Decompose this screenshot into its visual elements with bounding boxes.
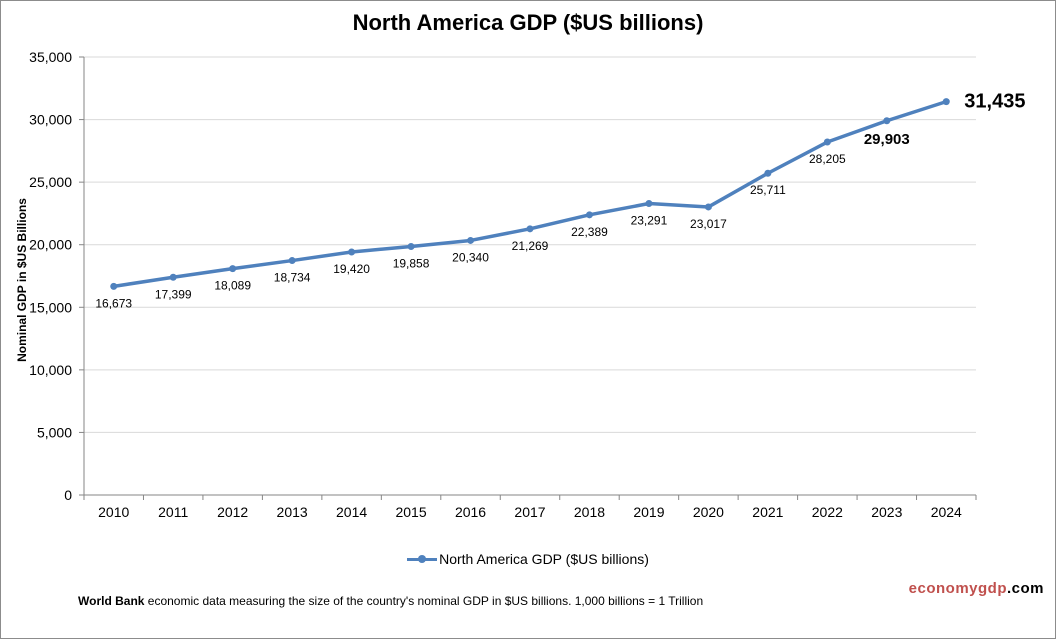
x-tick-label: 2013 (277, 504, 308, 520)
data-label: 28,205 (809, 152, 846, 166)
y-tick-label: 35,000 (29, 49, 72, 65)
x-tick-label: 2015 (395, 504, 426, 520)
y-tick-label: 30,000 (29, 112, 72, 128)
data-label: 23,291 (631, 214, 668, 228)
data-label-previous: 29,903 (864, 131, 910, 148)
footer-text: economic data measuring the size of the … (144, 594, 704, 608)
x-tick-label: 2022 (812, 504, 843, 520)
x-tick-label: 2019 (633, 504, 664, 520)
data-point (883, 117, 891, 125)
data-label: 16,673 (95, 296, 132, 310)
data-label: 20,340 (452, 250, 489, 264)
data-point (169, 273, 177, 281)
data-label-latest: 31,435 (964, 91, 1025, 113)
y-tick-label: 20,000 (29, 237, 72, 253)
data-point (288, 257, 296, 265)
footer-source: World Bank (78, 594, 145, 608)
data-label: 18,089 (214, 279, 251, 293)
data-point (407, 242, 415, 250)
data-point (704, 203, 712, 211)
data-label: 17,399 (155, 287, 192, 301)
x-tick-label: 2016 (455, 504, 486, 520)
x-tick-label: 2020 (693, 504, 724, 520)
y-tick-label: 10,000 (29, 362, 72, 378)
data-point (467, 236, 475, 244)
data-point (645, 200, 653, 208)
x-tick-label: 2018 (574, 504, 605, 520)
y-tick-label: 15,000 (29, 299, 72, 315)
brand-part2: .com (1006, 580, 1044, 597)
data-label: 22,389 (571, 225, 608, 239)
data-label: 19,420 (333, 262, 370, 276)
data-label: 25,711 (750, 183, 786, 197)
chart-title: North America GDP ($US billions) (352, 10, 704, 35)
x-tick-label: 2010 (98, 504, 129, 520)
data-point (348, 248, 356, 256)
footer-note: World Bank economic data measuring the s… (78, 594, 703, 608)
x-tick-label: 2011 (158, 504, 188, 520)
data-label: 18,734 (274, 271, 311, 285)
data-point (942, 98, 950, 106)
data-point (229, 265, 237, 273)
series-line (113, 99, 947, 289)
data-label: 23,017 (690, 217, 727, 231)
legend: North America GDP ($US billions) (0, 551, 1056, 569)
data-label: 21,269 (512, 239, 549, 253)
x-tick-label: 2023 (871, 504, 902, 520)
legend-label: North America GDP ($US billions) (439, 551, 649, 567)
x-tick-label: 2014 (336, 504, 367, 520)
data-point (110, 282, 118, 290)
x-tick-label: 2024 (931, 504, 962, 520)
data-point (526, 225, 534, 233)
x-tick-label: 2017 (514, 504, 545, 520)
y-tick-label: 25,000 (29, 174, 72, 190)
x-tick-label: 2021 (752, 504, 783, 520)
data-point (585, 211, 593, 219)
x-tick-label: 2012 (217, 504, 248, 520)
data-label: 19,858 (393, 256, 430, 270)
y-tick-label: 0 (64, 487, 72, 503)
brand-part1: economygdp (908, 580, 1007, 597)
y-tick-label: 5,000 (37, 424, 72, 440)
brand-logo: economygdp.com (909, 580, 1044, 597)
data-point (764, 169, 772, 177)
data-point (823, 138, 831, 146)
legend-swatch (407, 552, 438, 566)
